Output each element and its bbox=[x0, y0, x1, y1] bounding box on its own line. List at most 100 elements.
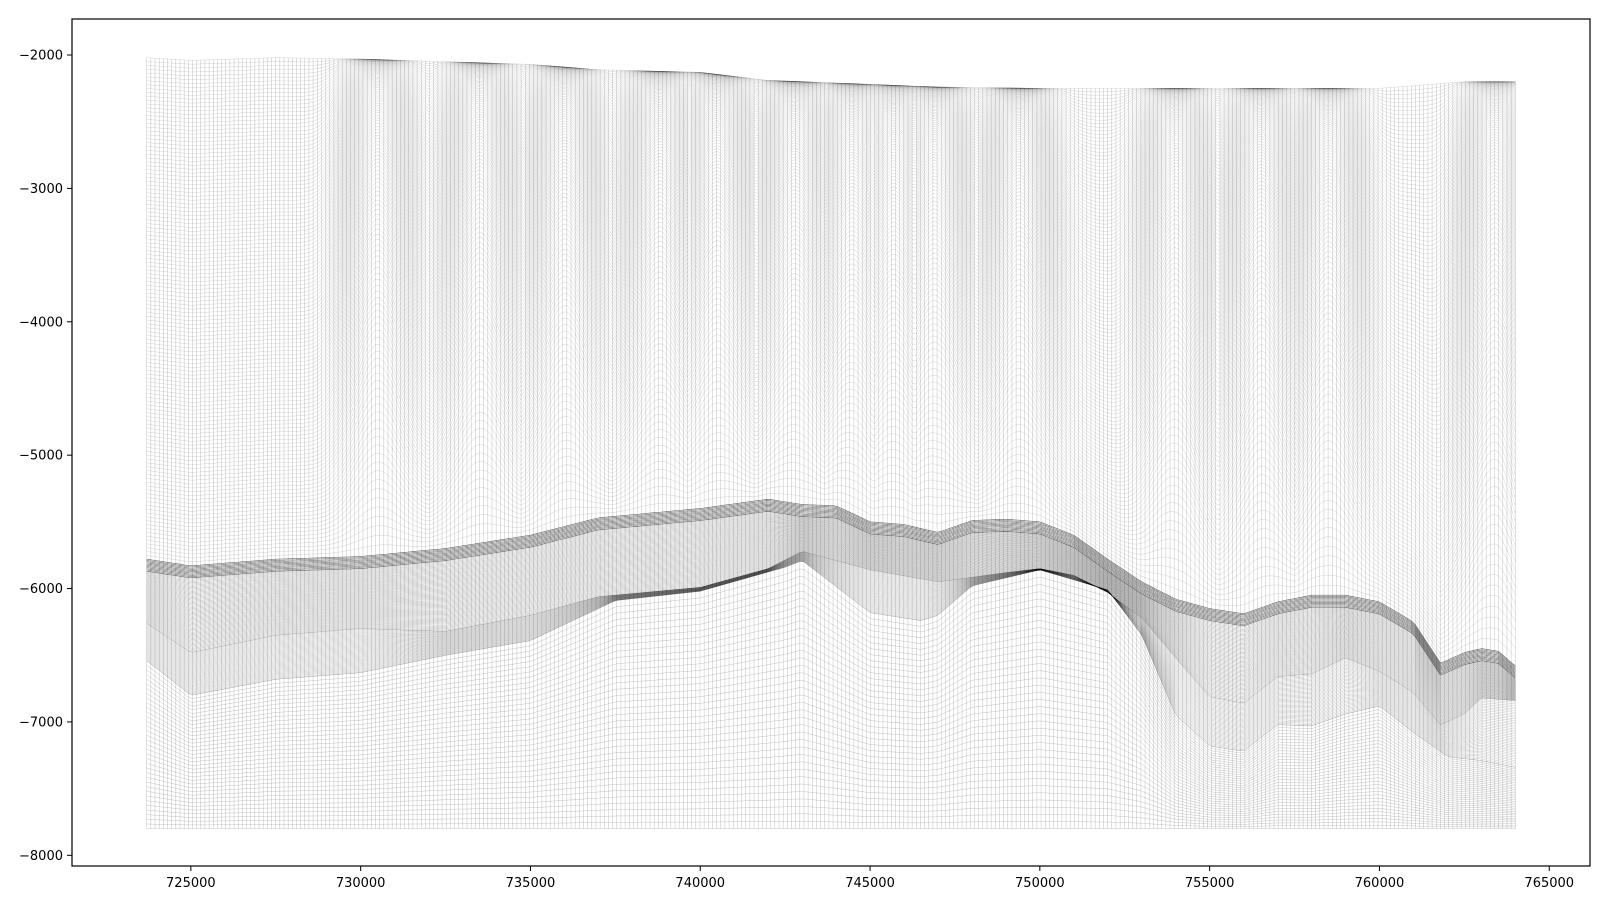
dark-band-layer-line bbox=[146, 501, 1516, 669]
upper-unit-layer-line bbox=[146, 144, 1516, 368]
lower-middle-unit-layer-line bbox=[146, 560, 1516, 766]
lower-middle-unit-layer-line bbox=[146, 559, 1516, 756]
bottom-unit-layer-line bbox=[146, 776, 1516, 817]
upper-unit-layer-line bbox=[146, 395, 1516, 598]
y-tick-label: −2000 bbox=[19, 49, 63, 64]
dark-band-layer-line bbox=[146, 499, 1516, 667]
upper-unit-layer-line bbox=[146, 103, 1516, 302]
lower-middle-unit-layer-line bbox=[146, 557, 1516, 742]
upper-unit-layer-line bbox=[146, 169, 1516, 399]
bottom-unit-layer-line bbox=[146, 613, 1516, 780]
x-axis: 725000 730000 735000 740000 745000 750000 7550… bbox=[166, 866, 1574, 891]
dark-band-layer-line bbox=[146, 503, 1516, 671]
upper-unit-layer-line bbox=[146, 388, 1516, 593]
lower-middle-unit-layer-line bbox=[146, 560, 1516, 761]
dark-band-layer-line bbox=[146, 507, 1516, 675]
upper-unit-layer-line bbox=[146, 321, 1516, 546]
upper-unit-layer-line bbox=[146, 59, 1516, 124]
lower-middle-unit-layer-line bbox=[146, 554, 1516, 734]
bottom-unit-layer-line bbox=[146, 561, 1516, 768]
upper-unit-layer-line bbox=[146, 298, 1516, 527]
y-tick-label: −3000 bbox=[19, 182, 63, 197]
middle-unit-layer-line bbox=[146, 539, 1516, 709]
upper-unit-layer-line bbox=[146, 90, 1516, 276]
bottom-unit-layer-line bbox=[146, 605, 1516, 778]
x-tick-label: 755000 bbox=[1185, 876, 1235, 891]
lower-middle-unit-layer-line bbox=[146, 558, 1516, 751]
upper-unit-layer-line bbox=[146, 286, 1516, 518]
upper-unit-layer-line bbox=[146, 68, 1516, 203]
x-tick-label: 740000 bbox=[675, 876, 725, 891]
upper-unit-layer-line bbox=[146, 78, 1516, 242]
upper-unit-layer-line bbox=[146, 374, 1516, 583]
lower-middle-unit-layer-line bbox=[146, 558, 1516, 745]
upper-unit-layer-line bbox=[146, 61, 1516, 153]
upper-unit-layer-line bbox=[146, 328, 1516, 551]
x-tick-label: 750000 bbox=[1015, 876, 1065, 891]
y-tick-label: −5000 bbox=[19, 449, 63, 464]
upper-unit-layer-line bbox=[146, 84, 1516, 259]
upper-unit-layer-line bbox=[146, 265, 1516, 499]
upper-unit-layer-line bbox=[146, 69, 1516, 208]
lower-middle-unit-layer-line bbox=[146, 554, 1516, 733]
upper-unit-layer-line bbox=[146, 61, 1516, 148]
x-tick-label: 745000 bbox=[845, 876, 895, 891]
upper-unit-layer-line bbox=[146, 431, 1516, 621]
upper-unit-layer-line bbox=[146, 347, 1516, 565]
bottom-unit-layer-line bbox=[146, 731, 1516, 807]
bottom-unit-layer-line bbox=[146, 754, 1516, 812]
upper-unit-layer-line bbox=[146, 85, 1516, 263]
bottom-unit-layer-line bbox=[146, 761, 1516, 814]
middle-unit-layer-line bbox=[146, 542, 1516, 712]
lower-middle-unit-layer-line bbox=[146, 553, 1516, 731]
middle-unit-layer-line bbox=[146, 546, 1516, 719]
middle-unit-layer-line bbox=[146, 532, 1516, 699]
upper-unit-layer-line bbox=[146, 87, 1516, 268]
middle-unit-layer-line bbox=[146, 538, 1516, 707]
upper-unit-layer-line bbox=[146, 58, 1516, 100]
plot-area bbox=[146, 57, 1516, 829]
middle-unit-layer-line bbox=[146, 526, 1516, 691]
bottom-unit-layer-line bbox=[146, 769, 1516, 816]
upper-unit-layer-line bbox=[146, 89, 1516, 272]
upper-unit-layer-line bbox=[146, 64, 1516, 178]
x-tick-label: 765000 bbox=[1524, 876, 1574, 891]
x-tick-label: 730000 bbox=[336, 876, 386, 891]
upper-unit-layer-line bbox=[146, 188, 1516, 421]
upper-unit-layer-line bbox=[146, 82, 1516, 255]
middle-unit-layer-line bbox=[146, 531, 1516, 697]
upper-unit-layer-line bbox=[146, 110, 1516, 315]
dark-band-layer-line bbox=[146, 502, 1516, 670]
upper-unit-layer-line bbox=[146, 81, 1516, 251]
bottom-unit-layer-line bbox=[146, 791, 1516, 821]
middle-unit-layer-line bbox=[146, 551, 1516, 725]
lower-middle-unit-layer-line bbox=[146, 560, 1516, 760]
upper-unit-layer-line bbox=[146, 59, 1516, 115]
middle-unit-layer-line bbox=[146, 515, 1516, 680]
upper-unit-layer-line bbox=[146, 59, 1516, 103]
middle-unit-layer-line bbox=[146, 536, 1516, 705]
lower-middle-unit-layer-line bbox=[146, 551, 1516, 726]
upper-unit-layer-line bbox=[146, 212, 1516, 448]
upper-unit-layer-line bbox=[146, 96, 1516, 289]
bottom-unit-layer-line bbox=[146, 739, 1516, 809]
lower-middle-unit-layer-line bbox=[146, 557, 1516, 744]
bottom-unit-layer-line bbox=[146, 657, 1516, 790]
middle-unit-layer-line bbox=[146, 515, 1516, 680]
middle-unit-layer-line bbox=[146, 534, 1516, 701]
upper-unit-layer-line bbox=[146, 65, 1516, 186]
upper-unit-layer-line bbox=[146, 107, 1516, 311]
middle-unit-layer-line bbox=[146, 540, 1516, 710]
lower-middle-unit-layer-line bbox=[146, 557, 1516, 743]
middle-unit-layer-line bbox=[146, 542, 1516, 713]
middle-unit-layer-line bbox=[146, 527, 1516, 692]
bottom-unit-layer-line bbox=[146, 635, 1516, 785]
upper-unit-layer-line bbox=[146, 126, 1516, 342]
upper-unit-layer-line bbox=[146, 195, 1516, 430]
upper-unit-layer-line bbox=[146, 244, 1516, 480]
lower-middle-unit-layer-line bbox=[146, 555, 1516, 736]
bottom-unit-layer-line bbox=[146, 709, 1516, 802]
lower-middle-unit-layer-line bbox=[146, 559, 1516, 758]
bottom-unit-layer-line bbox=[146, 798, 1516, 823]
upper-unit-layer-line bbox=[146, 226, 1516, 462]
